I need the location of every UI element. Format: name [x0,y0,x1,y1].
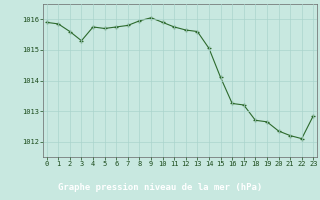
Text: Graphe pression niveau de la mer (hPa): Graphe pression niveau de la mer (hPa) [58,182,262,192]
